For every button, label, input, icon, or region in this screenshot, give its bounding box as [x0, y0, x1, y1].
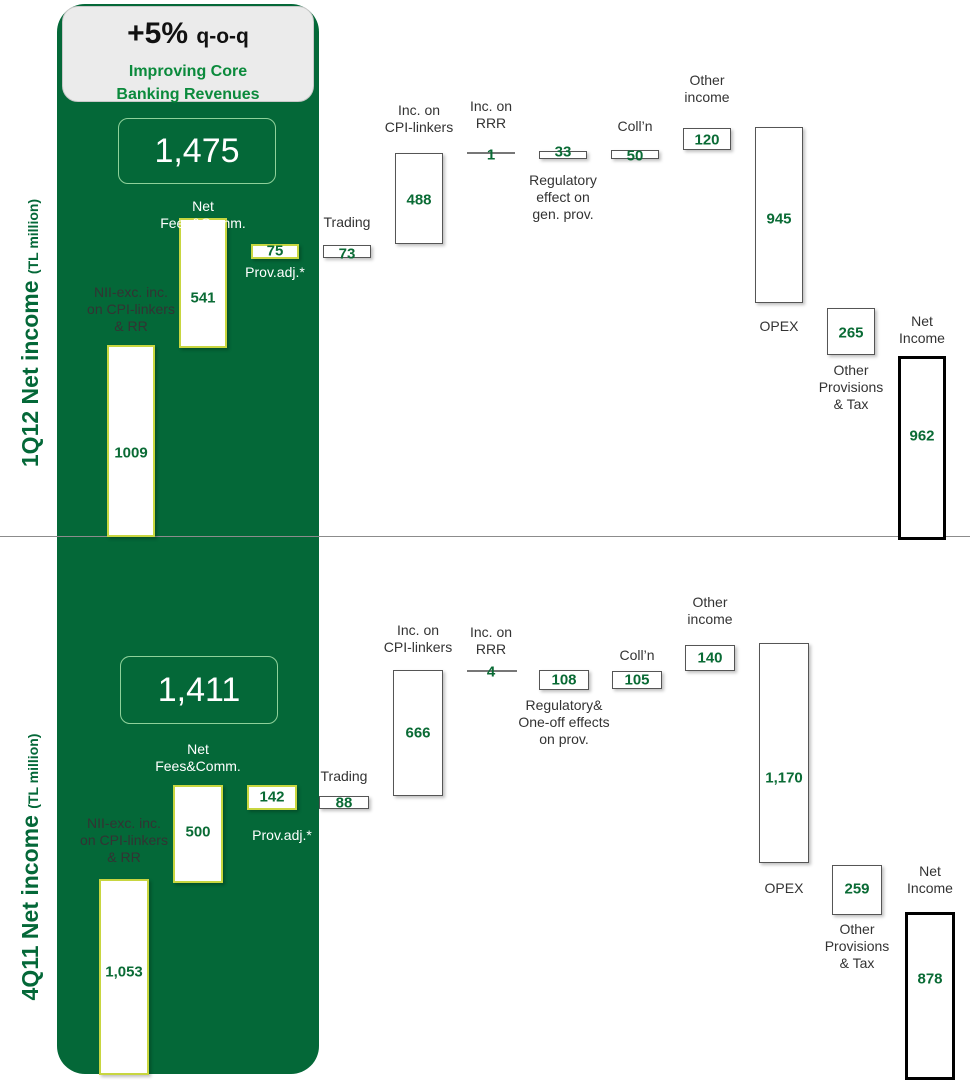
label-rrr-0: Inc. on RRR: [469, 98, 513, 131]
label-prov2-0: Other Provisions & Tax: [818, 362, 884, 412]
bar-other-1: [685, 645, 735, 671]
value-prov2-1: 259: [844, 880, 870, 898]
value-reg-1: 108: [551, 671, 577, 689]
label-fees-1: Net Fees&Comm.: [155, 741, 241, 774]
value-prov-0: 75: [266, 242, 284, 260]
bar-opex-1: [759, 643, 809, 863]
value-prov2-0: 265: [838, 324, 864, 342]
bar-coll-1: [612, 671, 662, 689]
value-other-0: 120: [694, 131, 720, 149]
label-nii-0: NII-exc. inc. on CPI-linkers & RR: [87, 284, 175, 334]
label-cpi-1: Inc. on CPI-linkers: [383, 622, 453, 655]
label-rrr-1: Inc. on RRR: [469, 624, 513, 657]
value-nii-1: 1,053: [105, 963, 143, 981]
label-other-1: Other income: [687, 594, 733, 627]
label-trading-0: Trading: [323, 214, 371, 230]
qoq-callout: +5% q-o-q Improving Core Banking Revenue…: [62, 6, 314, 103]
total-core-revenue-4q11: 1,411: [120, 656, 278, 724]
bar-reg-0: [539, 151, 587, 159]
bar-prov2-1: [832, 865, 882, 915]
value-opex-1: 1,170: [765, 769, 803, 787]
value-fees-0: 541: [190, 289, 216, 307]
value-nii-0: 1009: [114, 444, 148, 462]
qoq-subtitle: Improving Core Banking Revenues: [116, 63, 260, 103]
value-rrr-0: 1: [486, 146, 496, 164]
bar-net-0: [898, 356, 946, 540]
bar-prov-0: [251, 244, 299, 259]
bar-fees-1: [173, 785, 223, 883]
value-opex-0: 945: [766, 210, 792, 228]
bar-nii-0: [107, 345, 155, 537]
bar-opex-0: [755, 127, 803, 303]
bar-cpi-0: [395, 153, 443, 244]
value-fees-1: 500: [185, 823, 211, 841]
bar-reg-1: [539, 670, 589, 690]
value-trading-0: 73: [338, 245, 356, 263]
label-fees-0: Net Fees&Comm.: [160, 198, 246, 231]
bar-other-0: [683, 128, 731, 150]
label-prov-0: Prov.adj.*: [245, 264, 305, 280]
label-cpi-0: Inc. on CPI-linkers: [384, 102, 454, 135]
label-reg-1: Regulatory& One-off effects on prov.: [518, 697, 610, 747]
bar-coll-0: [611, 150, 659, 159]
label-coll-0: Coll’n: [617, 118, 653, 134]
label-other-0: Other income: [684, 72, 730, 105]
value-reg-0: 33: [554, 143, 572, 161]
label-net-1: Net Income: [907, 863, 953, 896]
label-coll-1: Coll’n: [619, 647, 655, 663]
bar-fees-0: [179, 218, 227, 348]
panel-divider: [0, 536, 970, 537]
bar-rrr-0: [467, 152, 515, 154]
bar-trading-1: [319, 796, 369, 809]
value-rrr-1: 4: [486, 663, 496, 681]
panel-title-1q12: 1Q12 Net income (TL million): [17, 198, 43, 468]
label-opex-1: OPEX: [764, 880, 804, 896]
label-reg-0: Regulatory effect on gen. prov.: [529, 172, 597, 222]
value-other-1: 140: [697, 649, 723, 667]
value-cpi-1: 666: [405, 724, 431, 742]
label-nii-1: NII-exc. inc. on CPI-linkers & RR: [80, 815, 168, 865]
qoq-headline: +5% q-o-q: [127, 17, 249, 50]
value-prov-1: 142: [259, 788, 285, 806]
bar-cpi-1: [393, 670, 443, 796]
label-trading-1: Trading: [320, 768, 368, 784]
bar-trading-0: [323, 245, 371, 258]
value-net-1: 878: [917, 970, 943, 988]
value-coll-0: 50: [626, 147, 644, 165]
bar-rrr-1: [467, 670, 517, 672]
value-coll-1: 105: [624, 671, 650, 689]
label-prov-1: Prov.adj.*: [252, 827, 312, 843]
value-net-0: 962: [909, 427, 935, 445]
bar-nii-1: [99, 879, 149, 1075]
panel-title-4q11: 4Q11 Net income (TL million): [17, 733, 43, 1001]
label-prov2-1: Other Provisions & Tax: [824, 921, 890, 971]
bar-prov2-0: [827, 308, 875, 355]
total-core-revenue-1q12: 1,475: [118, 118, 276, 184]
label-opex-0: OPEX: [759, 318, 799, 334]
label-net-0: Net Income: [899, 313, 945, 346]
bar-net-1: [905, 912, 955, 1080]
bar-prov-1: [247, 785, 297, 810]
value-cpi-0: 488: [406, 191, 432, 209]
value-trading-1: 88: [335, 794, 353, 812]
